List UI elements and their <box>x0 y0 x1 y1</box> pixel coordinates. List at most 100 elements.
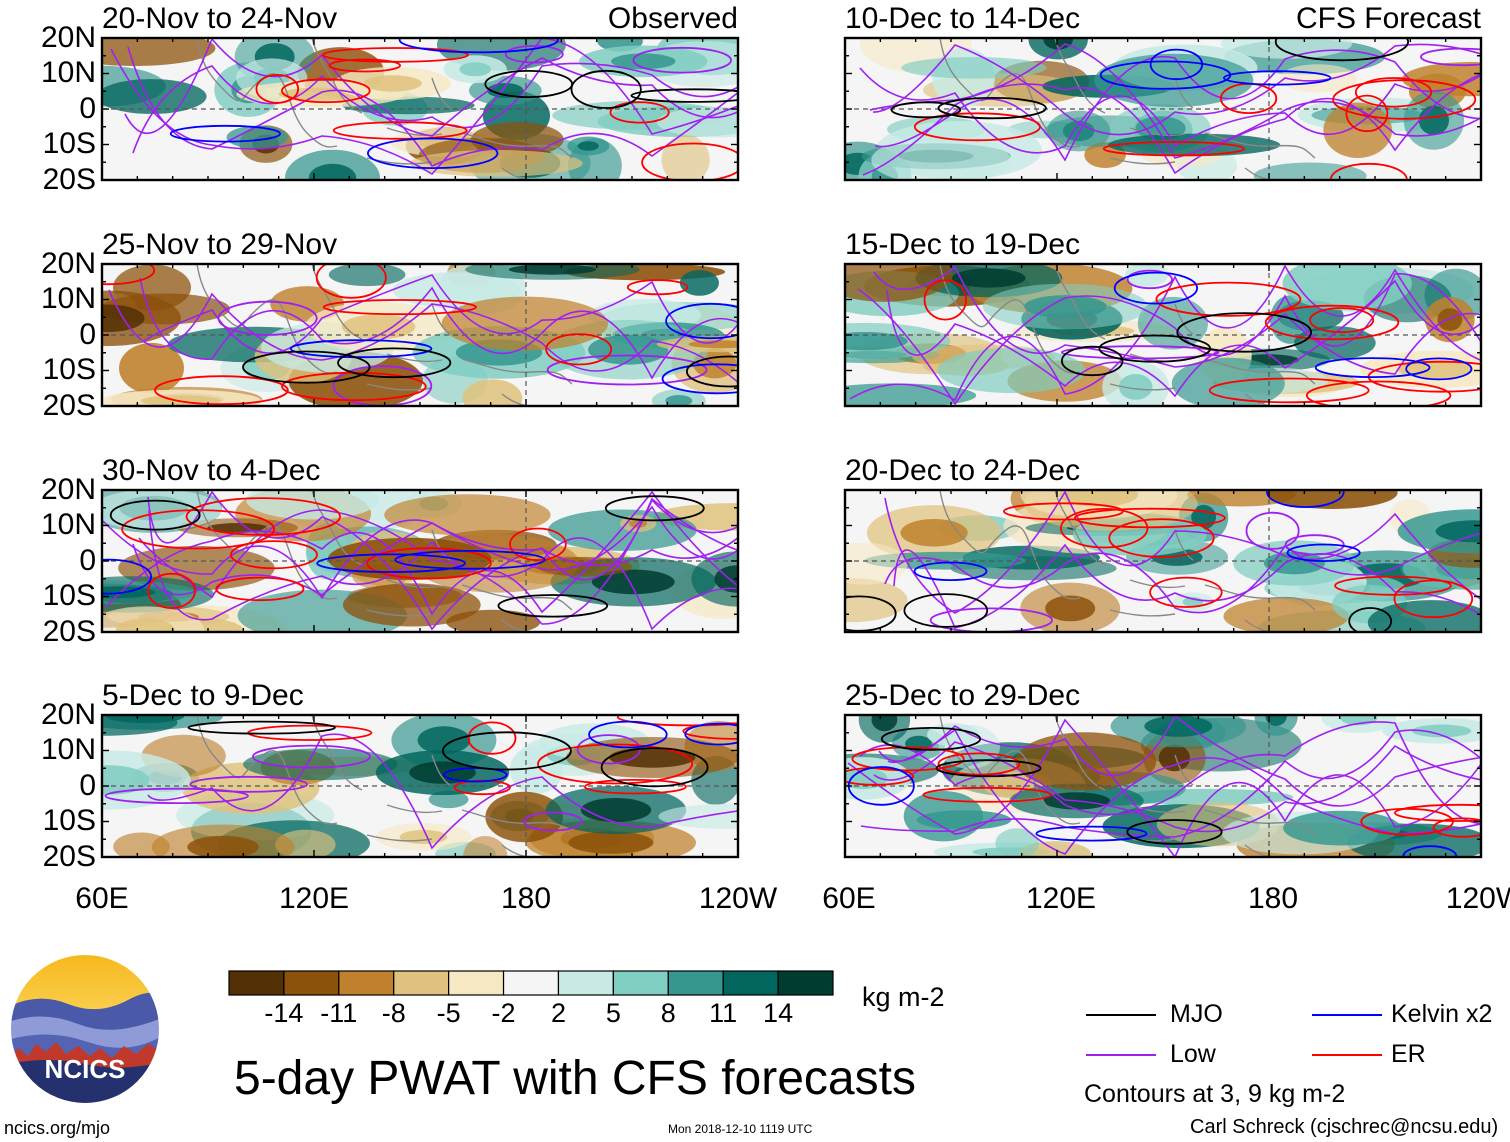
kelvin-contour <box>1266 490 1345 508</box>
dry-anomaly <box>441 296 608 351</box>
er-contour <box>1334 575 1452 596</box>
mjo-contour <box>1274 38 1409 62</box>
low-contour <box>872 43 1481 136</box>
moist-anomaly <box>995 828 1040 857</box>
panel-title: 25-Dec to 29-Dec <box>845 679 1081 712</box>
er-contour <box>1393 579 1474 619</box>
dry-anomaly-core <box>1437 308 1463 331</box>
coastline <box>939 264 1316 406</box>
map-panel <box>843 713 1483 859</box>
kelvin-contour <box>289 339 433 359</box>
er-contour <box>545 333 613 366</box>
dry-anomaly <box>845 578 908 623</box>
lon-tick-label: 120E <box>1025 882 1097 915</box>
kelvin-contour <box>588 720 668 749</box>
moist-anomaly <box>328 264 406 287</box>
dry-anomaly <box>410 150 583 177</box>
dry-anomaly-core <box>1158 744 1190 772</box>
colorbar-swatch <box>557 970 614 996</box>
dry-anomaly <box>102 38 216 66</box>
moist-anomaly-core <box>102 765 150 795</box>
er-contour <box>1102 141 1246 157</box>
colorbar-swatch <box>393 970 450 996</box>
low-contour <box>142 274 738 354</box>
er-contour <box>1073 507 1226 529</box>
lat-tick-label: 20N <box>40 247 96 280</box>
lat-tick-label: 0 <box>79 544 96 577</box>
coastline <box>939 38 1316 180</box>
colorbar-tick-label: 8 <box>660 998 676 1028</box>
er-contour <box>913 112 1041 142</box>
low-contour <box>860 729 1481 838</box>
low-contour <box>873 741 1481 833</box>
dry-anomaly <box>463 836 508 857</box>
colorbar-tick-label: -11 <box>320 998 358 1028</box>
low-contour <box>124 38 738 137</box>
er-contour <box>937 752 1021 776</box>
colorbar-swatch <box>228 970 285 996</box>
lat-tick-label: 0 <box>79 92 96 125</box>
dry-anomaly <box>1223 597 1349 632</box>
map-panel <box>100 36 740 182</box>
er-contour <box>1108 518 1215 558</box>
er-contour <box>1305 380 1452 406</box>
kelvin-contour <box>169 124 281 143</box>
mjo-contour <box>604 495 705 522</box>
footer-author: Carl Schreck (cjschrec@ncsu.edu) <box>1190 1116 1499 1138</box>
er-contour <box>315 264 387 299</box>
dry-anomaly <box>537 556 632 577</box>
lat-tick-label: 10S <box>42 579 96 612</box>
mjo-contour <box>570 69 642 109</box>
mjo-contour <box>1126 819 1223 845</box>
footer-timestamp: Mon 2018-12-10 1119 UTC <box>668 1122 813 1136</box>
kelvin-contour <box>394 550 546 570</box>
panel-title: 15-Dec to 19-Dec <box>845 228 1081 261</box>
mjo-contour <box>337 347 452 379</box>
low-contour <box>147 490 738 631</box>
dry-anomaly <box>119 342 184 394</box>
kelvin-contour <box>1314 357 1431 378</box>
kelvin-contour <box>443 767 508 783</box>
moist-anomaly-core <box>1118 374 1153 400</box>
footer-url: ncics.org/mjo <box>4 1118 111 1138</box>
mjo-contour <box>630 88 738 103</box>
lat-tick-label: 10N <box>40 282 96 315</box>
moist-anomaly <box>1094 53 1254 107</box>
kelvin-contour <box>102 558 152 595</box>
lat-tick-label: 10S <box>42 804 96 837</box>
lat-tick-label: 10N <box>40 733 96 766</box>
panel-title: 5-Dec to 9-Dec <box>102 679 304 712</box>
moist-anomaly-core <box>1043 38 1073 50</box>
moist-anomaly <box>392 272 521 308</box>
low-contour <box>546 354 708 386</box>
dry-anomaly-core <box>399 830 448 844</box>
forecast-label: CFS Forecast <box>1295 2 1481 35</box>
kelvin-contour <box>398 38 559 54</box>
er-contour <box>851 746 965 772</box>
moist-anomaly-core <box>665 395 693 406</box>
kelvin-contour <box>1113 271 1198 305</box>
moist-anomaly <box>845 383 977 406</box>
legend-label-kelvin: Kelvin x2 <box>1391 1000 1493 1028</box>
colorbar-tick-label: 11 <box>709 998 738 1028</box>
mjo-contour <box>890 101 962 119</box>
dry-anomaly-core <box>363 75 422 92</box>
low-contour <box>147 733 738 850</box>
colorbar-swatch <box>338 970 395 996</box>
colorbar-swatch <box>448 970 505 996</box>
colorbar <box>228 970 834 996</box>
low-contour <box>102 505 738 600</box>
mjo-contour <box>109 499 201 531</box>
er-contour <box>185 497 342 536</box>
er-contour <box>537 743 694 785</box>
moist-anomaly <box>1108 133 1281 157</box>
low-contour <box>859 67 1481 154</box>
colorbar-swatch <box>777 970 834 996</box>
er-contour <box>626 279 689 296</box>
moist-anomaly-core <box>845 332 908 351</box>
legend-line-mjo <box>1086 1014 1156 1016</box>
mjo-contour <box>600 747 709 788</box>
er-contour <box>1354 77 1433 108</box>
panel-title: 20-Nov to 24-Nov <box>102 2 338 35</box>
moist-anomaly-core <box>591 569 675 595</box>
